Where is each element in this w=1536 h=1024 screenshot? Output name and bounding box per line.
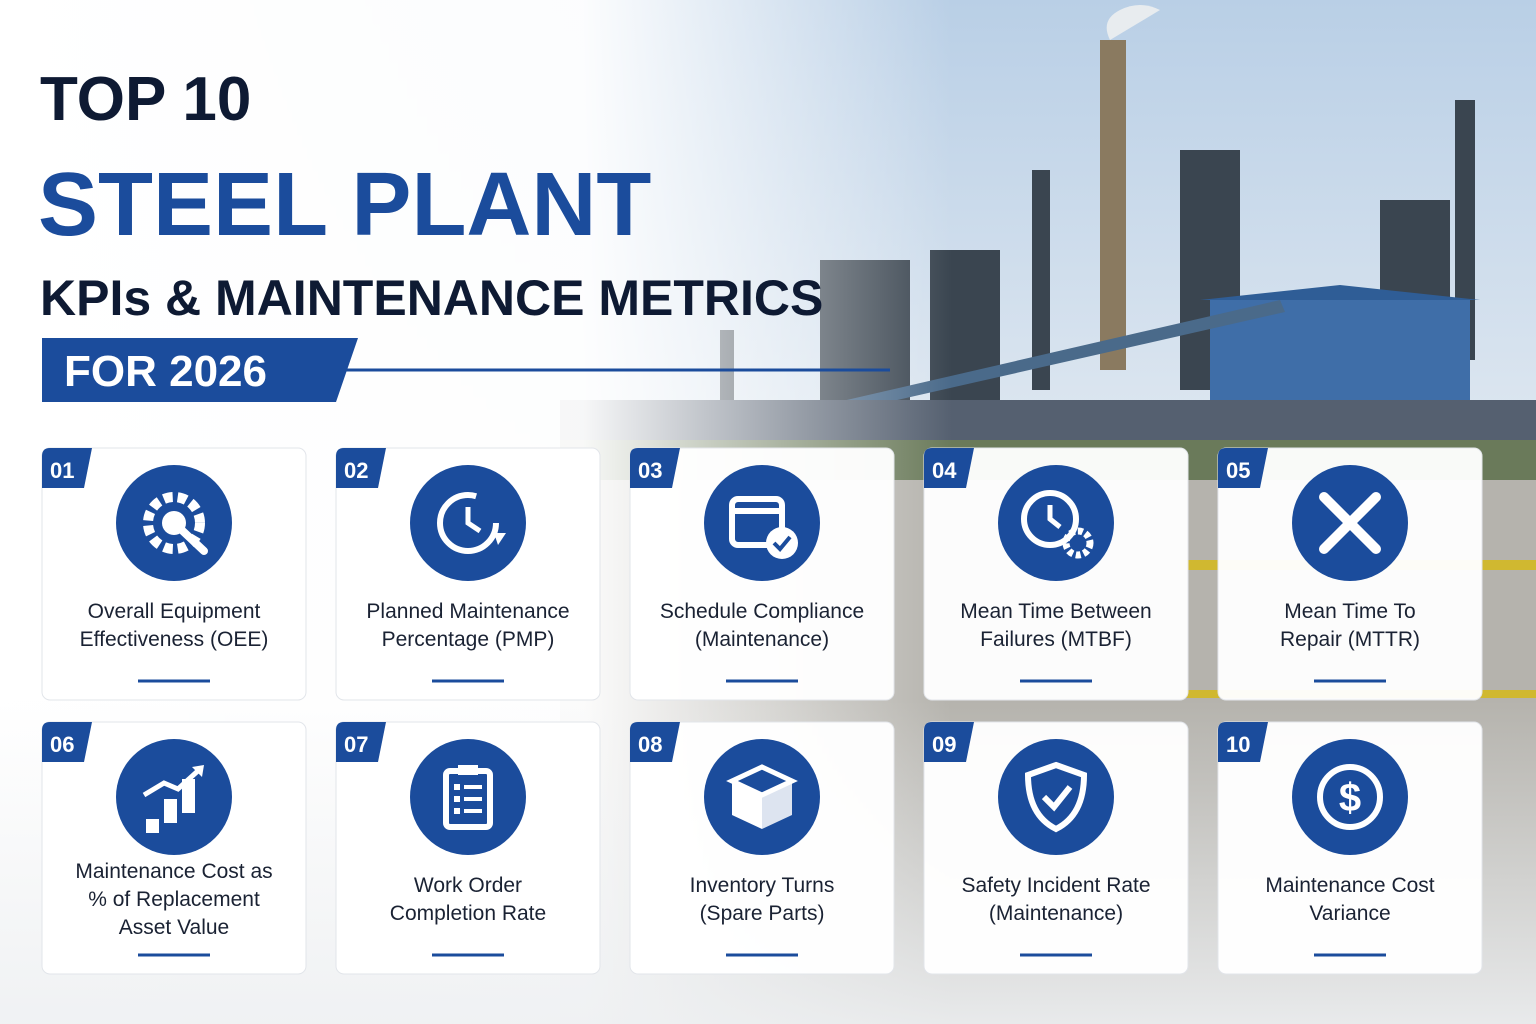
number-badge [630,448,680,488]
icon-screwdriver [1319,492,1381,554]
card-number: 08 [638,732,662,757]
number-badge [42,448,92,488]
kpi-card: 01 Overall Equipment Effectiveness (OEE) [41,447,307,701]
icon-bar [164,799,177,823]
icon-coin [1317,764,1383,830]
kpi-card: 07 Work Order Completion Rate [335,721,601,975]
title-sub: KPIs & MAINTENANCE METRICS [40,270,823,326]
icon-calendar [729,496,785,548]
icon [1021,490,1094,559]
number-badge [924,722,974,762]
icon [726,764,798,829]
icon-dollar-glyph: $ [1339,776,1361,820]
icon-arrow [494,533,506,545]
icon-clip [458,765,478,775]
icon-bar [146,819,159,833]
icon [1024,761,1088,833]
icon [1319,492,1381,554]
card-label: (Maintenance) [695,628,829,651]
icon [437,492,506,554]
number-badge [1218,722,1268,762]
card-label: Asset Value [119,916,230,939]
kpi-card: 06 Maintenance Cost as % of Replacement Ass… [41,721,307,975]
icon-box [732,781,762,829]
kpi-card: 09 Safety Incident Rate (Maintenance) [923,721,1189,975]
card-label: Mean Time To [1284,600,1416,623]
badge-text: FOR 2026 [64,347,267,396]
card-label: Mean Time Between [960,600,1151,623]
number-badge [336,722,386,762]
card-label: Schedule Compliance [660,600,864,623]
icon-circle [116,739,232,855]
number-badge [924,448,974,488]
icon [729,496,798,559]
icon [443,765,493,830]
badge [42,338,358,402]
icon-circle [1292,739,1408,855]
title-main: STEEL PLANT [38,155,651,255]
icon-hands [1047,505,1062,529]
icon-tick [454,796,460,802]
icon-arrowhead [192,765,204,777]
card-label: Failures (MTBF) [980,628,1132,651]
icon-tick [454,808,460,814]
card-label: Effectiveness (OEE) [80,628,269,651]
title-top: TOP 10 [40,65,251,134]
card-label: Variance [1309,902,1390,925]
card-label: Planned Maintenance [366,600,569,623]
icon-clock [437,492,499,554]
card-label: Completion Rate [390,902,546,925]
card-number: 01 [50,458,74,483]
card-grid: 01 Overall Equipment Effectiveness (OEE) 02… [41,447,1483,975]
icon-circle [704,465,820,581]
card-number: 04 [932,458,957,483]
kpi-card: 08 Inventory Turns (Spare Parts) [629,721,895,975]
icon: $ [1317,764,1383,830]
card-number: 06 [50,732,74,757]
kpi-card: 05 Mean Time To Repair (MTTR) [1217,447,1483,701]
icon-clock [1021,490,1079,548]
number-badge [42,722,92,762]
card-label: (Maintenance) [989,902,1123,925]
icon-tick [454,784,460,790]
icon-circle [998,739,1114,855]
card-number: 09 [932,732,956,757]
card-label: Repair (MTTR) [1280,628,1420,651]
card-number: 07 [344,732,368,757]
icon [143,492,208,555]
number-badge [1218,448,1268,488]
icon-box-side [762,781,792,829]
card-label: % of Replacement [88,888,260,911]
card-label: Inventory Turns [690,874,835,897]
card-label: Maintenance Cost as [75,860,272,883]
card-label: Work Order [414,874,522,897]
card-number: 10 [1226,732,1250,757]
number-badge [630,722,680,762]
icon-trend [142,767,202,798]
card-label: Maintenance Cost [1265,874,1434,897]
kpi-card: 03 Schedule Compliance (Maintenance) [629,447,895,701]
icon-gear [143,492,205,554]
card-number: 02 [344,458,368,483]
card-label: Percentage (PMP) [382,628,555,651]
icon-hands [465,507,482,534]
card-number: 03 [638,458,662,483]
card-label: Safety Incident Rate [961,874,1150,897]
card-label: (Spare Parts) [700,902,825,925]
icon-shield [1024,761,1088,833]
icon [142,765,204,833]
kpi-card: 02 Planned Maintenance Percentage (PMP) [335,447,601,701]
icon-wrench [166,515,208,555]
kpi-card: 10 $ Maintenance Cost Variance [1217,721,1483,975]
icon-check [772,535,792,552]
number-badge [336,448,386,488]
icon-check [1041,785,1073,812]
icon-gear [1062,527,1094,559]
card-label: Overall Equipment [88,600,261,623]
icon-check-bg [766,527,798,559]
card-number: 05 [1226,458,1250,483]
kpi-card: 04 Mean Time Between Failures (MTBF) [923,447,1189,701]
icon-bar [182,779,195,813]
